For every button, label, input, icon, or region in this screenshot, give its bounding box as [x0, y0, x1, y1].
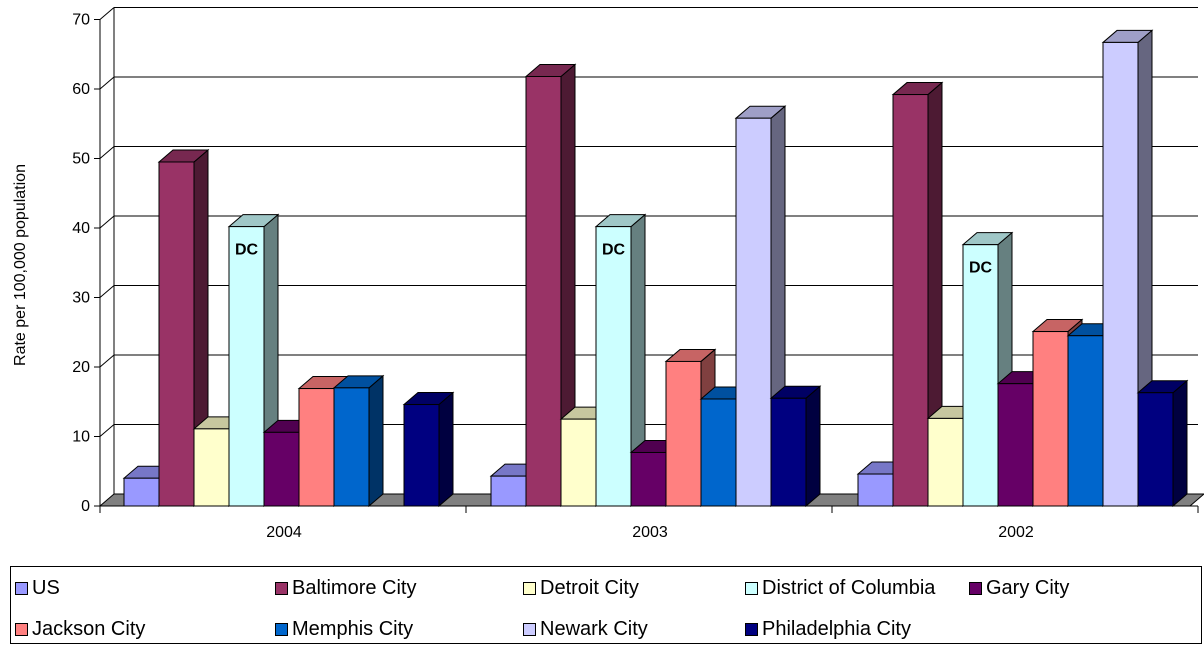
bar-front — [193, 428, 230, 507]
y-tick-label: 40 — [72, 220, 90, 237]
legend-swatch — [275, 623, 288, 636]
bar-front — [892, 94, 929, 507]
bar-side — [368, 374, 384, 508]
bar-front — [962, 244, 999, 507]
bar-front — [1102, 41, 1139, 507]
legend-label: Gary City — [986, 577, 1070, 599]
legend-item: Baltimore City — [275, 577, 416, 600]
bar-front — [525, 75, 562, 507]
bar-front — [123, 477, 160, 507]
legend-label: US — [32, 577, 60, 599]
legend-swatch — [523, 623, 536, 636]
dc-annotation: DC — [235, 242, 259, 259]
legend-label: Jackson City — [32, 618, 146, 640]
bar-front — [665, 360, 702, 507]
legend-item: Detroit City — [523, 577, 639, 600]
bar — [891, 81, 944, 508]
annotations: DC DC DC — [235, 242, 993, 277]
bars — [122, 29, 1189, 508]
legend: US Baltimore City Detroit City District of … — [10, 566, 1202, 644]
bar-front — [228, 226, 265, 507]
gridline-diag — [99, 7, 115, 20]
bar-front — [927, 417, 964, 507]
y-tick-label: 20 — [72, 359, 90, 376]
y-tick-label: 70 — [72, 12, 90, 29]
bar-front — [403, 404, 440, 507]
y-axis-label: Rate per 100,000 population — [12, 164, 29, 366]
bar-front — [263, 431, 300, 507]
legend-item: Gary City — [969, 577, 1069, 600]
bar-front — [560, 418, 597, 507]
bar-front — [333, 387, 370, 507]
bar — [1101, 29, 1154, 508]
x-tick-label: 2003 — [632, 524, 668, 541]
x-tick-label: 2004 — [266, 524, 302, 541]
bar-front — [630, 451, 667, 507]
legend-label: Newark City — [540, 618, 648, 640]
y-tick-label: 10 — [72, 429, 90, 446]
dc-annotation: DC — [602, 242, 626, 259]
legend-swatch — [523, 582, 536, 595]
legend-swatch — [15, 582, 28, 595]
gridline-diag — [99, 146, 115, 159]
bar-front — [158, 161, 195, 507]
bar-front — [1067, 335, 1104, 507]
bar-side — [438, 391, 454, 508]
bar-front — [1137, 392, 1174, 507]
legend-swatch — [745, 582, 758, 595]
bar-chart: 0 10 20 30 40 50 60 70 2004 2003 2002 DC DC DC Rate … — [12, 7, 1204, 541]
bar-side — [1172, 379, 1188, 508]
bar-side — [805, 385, 821, 508]
legend-item: US — [15, 577, 60, 600]
bar-front — [595, 226, 632, 507]
bar-front — [997, 383, 1034, 507]
gridline-diag — [99, 285, 115, 298]
bar-front — [735, 117, 772, 507]
legend-item: Memphis City — [275, 618, 413, 641]
y-tick-label: 30 — [72, 290, 90, 307]
legend-label: District of Columbia — [762, 577, 936, 599]
bar — [402, 391, 455, 508]
legend-label: Memphis City — [292, 618, 414, 640]
bar-front — [857, 473, 894, 507]
legend-item: District of Columbia — [745, 577, 935, 600]
legend-item: Philadelphia City — [745, 618, 911, 641]
y-tick-label: 0 — [81, 498, 90, 515]
bar-front — [770, 397, 807, 507]
gridline-diag — [99, 354, 115, 368]
axes: 0 10 20 30 40 50 60 70 2004 2003 2002 — [72, 12, 1199, 541]
dc-annotation: DC — [969, 260, 993, 277]
bar — [1136, 379, 1189, 508]
bar-front — [700, 398, 737, 507]
gridline-diag — [99, 424, 115, 437]
legend-item: Newark City — [523, 618, 648, 641]
bar — [769, 385, 822, 508]
x-tick-label: 2002 — [998, 524, 1034, 541]
legend-item: Jackson City — [15, 618, 145, 641]
legend-swatch — [15, 623, 28, 636]
legend-label: Detroit City — [540, 577, 639, 599]
legend-swatch — [275, 582, 288, 595]
y-tick-label: 60 — [72, 81, 90, 98]
legend-swatch — [969, 582, 982, 595]
bar — [524, 63, 577, 508]
y-tick-label: 50 — [72, 151, 90, 168]
gridline-diag — [99, 215, 115, 229]
bar-front — [1032, 331, 1069, 507]
legend-label: Philadelphia City — [762, 618, 911, 640]
gridline-diag — [99, 76, 115, 90]
bar-front — [490, 475, 527, 507]
bar — [332, 374, 385, 508]
bar-front — [298, 388, 335, 507]
legend-swatch — [745, 623, 758, 636]
legend-label: Baltimore City — [292, 577, 417, 599]
